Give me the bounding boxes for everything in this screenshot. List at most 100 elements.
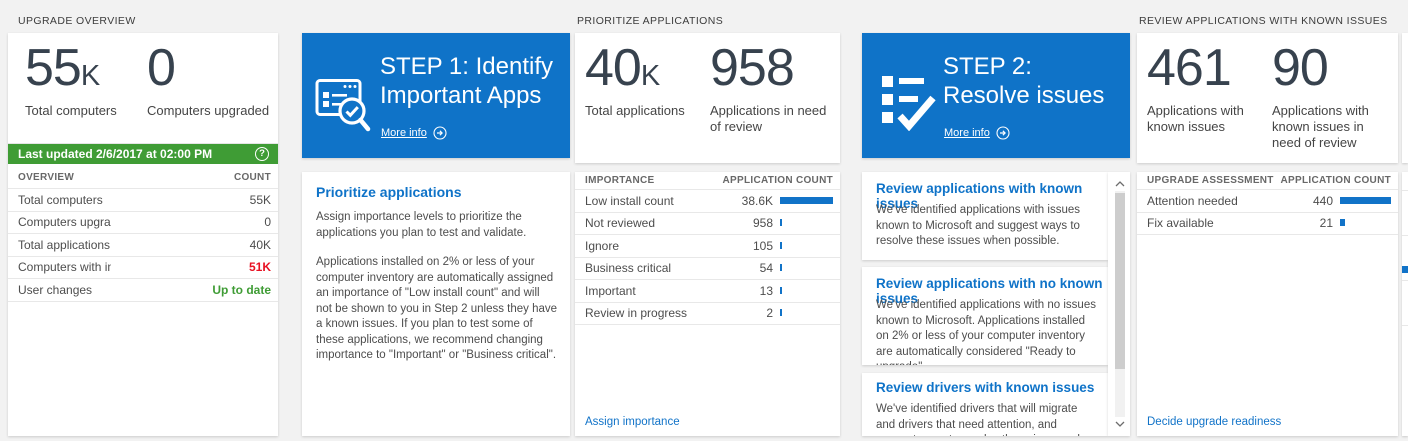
stat-label: Total applications: [585, 103, 685, 118]
review-stats-card: 461 Applications with known issues 90 Ap…: [1137, 33, 1398, 163]
section-title: Review applications with no known issues: [876, 276, 1103, 306]
panel-paragraph: Applications installed on 2% or less of …: [316, 256, 558, 361]
step2-card[interactable]: STEP 2: Resolve issues More info: [862, 33, 1130, 158]
stat-known-issues-need-review[interactable]: 90 Applications with known issues in nee…: [1272, 41, 1392, 151]
stat-suffix: K: [80, 60, 101, 92]
stat-value: 958: [710, 39, 795, 97]
importance-table: IMPORTANCE APPLICATION COUNT Low install…: [575, 172, 840, 325]
upgrade-overview-card: 55K Total computers 0 Computers upgraded…: [8, 33, 278, 436]
scrollbar-thumb[interactable]: [1114, 193, 1125, 369]
panel-title: Prioritize applications: [316, 184, 462, 200]
column-header: OVERVIEW: [18, 171, 75, 183]
section-body: We've identified applications with issue…: [876, 204, 1080, 247]
panel-paragraph: Assign importance levels to prioritize t…: [316, 211, 527, 239]
table-row[interactable]: User changes Up to date: [8, 279, 278, 302]
stat-value: 90: [1272, 39, 1329, 97]
section-header-prioritize-applications: PRIORITIZE APPLICATIONS: [577, 15, 724, 27]
resolve-issues-icon: [882, 76, 936, 131]
identify-apps-icon: [315, 79, 371, 132]
review-known-issues-section: Review applications with known issues We…: [862, 172, 1108, 260]
stat-suffix: K: [640, 60, 661, 92]
column-header: APPLICATION COUNT: [1280, 175, 1391, 186]
table-header-row: IMPORTANCE APPLICATION COUNT: [575, 172, 840, 190]
stat-value: 55: [25, 39, 82, 97]
column-header: IMPORTANCE: [585, 175, 655, 186]
table-row[interactable]: Business critical 54: [575, 258, 840, 280]
table-row[interactable]: Computers upgraded 0: [8, 212, 278, 234]
table-row[interactable]: Attention needed 440: [1137, 190, 1398, 213]
assign-importance-link[interactable]: Assign importance: [585, 416, 680, 428]
table-row[interactable]: Low install count 38.6K: [575, 190, 840, 213]
stat-computers-upgraded[interactable]: 0 Computers upgraded: [147, 41, 269, 119]
section-header-upgrade-overview: UPGRADE OVERVIEW: [18, 15, 136, 27]
count-bar: [780, 219, 782, 227]
decide-upgrade-readiness-link[interactable]: Decide upgrade readiness: [1147, 416, 1282, 428]
table-row[interactable]: Not reviewed 958: [575, 213, 840, 235]
prioritize-description-panel: Prioritize applications Assign importanc…: [302, 172, 570, 436]
stat-label: Total computers: [25, 103, 117, 118]
overview-table: OVERVIEW COUNT Total computers 55K Compu…: [8, 166, 278, 302]
stat-value: 0: [147, 39, 176, 97]
last-updated-banner: Last updated 2/6/2017 at 02:00 PM ?: [8, 143, 278, 164]
step1-card[interactable]: STEP 1: Identify Important Apps More inf…: [302, 33, 570, 158]
stat-label: Applications in need of review: [710, 103, 827, 134]
section-header-review-applications: REVIEW APPLICATIONS WITH KNOWN ISSUES: [1139, 15, 1388, 27]
upgrade-assessment-table: UPGRADE ASSESSMENT APPLICATION COUNT Att…: [1137, 172, 1398, 235]
stat-apps-known-issues[interactable]: 461 Applications with known issues: [1147, 41, 1267, 135]
column-header: COUNT: [233, 171, 271, 183]
stat-label: Applications with known issues: [1147, 103, 1244, 134]
table-row[interactable]: Total applications 40K: [8, 234, 278, 257]
scrollbar-track[interactable]: [1114, 191, 1125, 417]
section-body: We've identified drivers that will migra…: [876, 403, 1097, 436]
step2-more-info-link[interactable]: More info: [944, 126, 1010, 140]
count-bar: [780, 309, 782, 317]
section-title: Review applications with known issues: [876, 181, 1083, 211]
table-header-row: UPGRADE ASSESSMENT APPLICATION COUNT: [1137, 172, 1398, 190]
table-row[interactable]: Ignore 105: [575, 235, 840, 258]
section-body: We've identified applications with no is…: [876, 299, 1096, 365]
chevron-up-icon: [1115, 181, 1124, 187]
count-bar: [780, 241, 782, 249]
count-bar: [1340, 219, 1345, 227]
section-title: Review drivers with known issues: [876, 380, 1095, 395]
review-drivers-section: Review drivers with known issues We've i…: [862, 373, 1108, 436]
prioritize-stats-card: 40K Total applications 958 Applications …: [575, 33, 840, 163]
stat-total-computers[interactable]: 55K Total computers: [25, 41, 117, 119]
arrow-right-icon: [996, 126, 1010, 140]
stat-total-applications[interactable]: 40K Total applications: [585, 41, 685, 119]
table-header-row: OVERVIEW COUNT: [8, 166, 278, 189]
table-row[interactable]: Computers with incomplete data 51K: [8, 257, 278, 279]
table-row[interactable]: Total computers 55K: [8, 189, 278, 212]
scrollbar-up-button[interactable]: [1112, 177, 1127, 191]
arrow-right-icon: [433, 126, 447, 140]
upgrade-assessment-card: UPGRADE ASSESSMENT APPLICATION COUNT Att…: [1137, 172, 1398, 436]
step2-title: STEP 2: Resolve issues: [943, 53, 1105, 109]
column-header: APPLICATION COUNT: [722, 175, 833, 186]
count-bar: [1340, 196, 1391, 204]
next-blade-edge: [1402, 33, 1408, 163]
column-header: UPGRADE ASSESSMENT: [1147, 175, 1274, 186]
next-blade-edge: [1402, 172, 1408, 436]
review-no-known-issues-section: Review applications with no known issues…: [862, 267, 1108, 365]
count-bar: [780, 286, 782, 294]
help-icon[interactable]: ?: [255, 147, 269, 161]
stat-value: 461: [1147, 39, 1232, 97]
stat-label: Computers upgraded: [147, 103, 270, 118]
incomplete-data-value: 51K: [248, 260, 271, 275]
table-row[interactable]: Important 13: [575, 280, 840, 303]
step1-more-info-link[interactable]: More info: [381, 126, 447, 140]
table-row[interactable]: Fix available 21: [1137, 213, 1398, 235]
table-row[interactable]: Review in progress 2: [575, 303, 840, 325]
stat-apps-need-review[interactable]: 958 Applications in need of review: [710, 41, 828, 135]
count-bar: [780, 264, 782, 272]
chevron-down-icon: [1115, 421, 1124, 427]
scrollbar[interactable]: [1108, 172, 1130, 436]
step1-title: STEP 1: Identify Important Apps: [380, 53, 553, 109]
count-bar: [780, 196, 833, 204]
stat-label: Applications with known issues in need o…: [1272, 103, 1369, 150]
stat-value: 40: [585, 39, 642, 97]
scrollbar-down-button[interactable]: [1112, 417, 1127, 431]
up-to-date-value: Up to date: [212, 282, 271, 297]
last-updated-text: Last updated 2/6/2017 at 02:00 PM: [18, 147, 213, 161]
importance-table-card: IMPORTANCE APPLICATION COUNT Low install…: [575, 172, 840, 436]
